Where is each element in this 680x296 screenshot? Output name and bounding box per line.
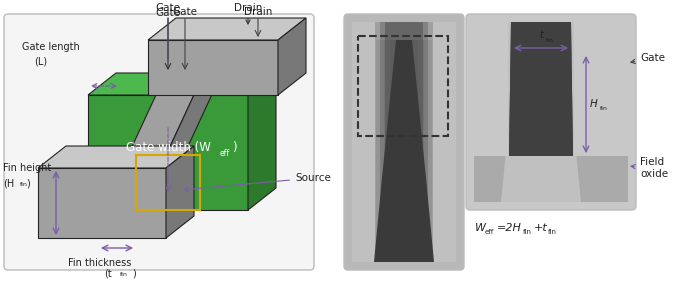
Text: (L): (L) xyxy=(34,56,47,66)
FancyBboxPatch shape xyxy=(344,14,464,270)
Polygon shape xyxy=(474,22,628,202)
Text: =2H: =2H xyxy=(497,223,522,233)
Polygon shape xyxy=(88,73,276,95)
Polygon shape xyxy=(136,60,228,220)
Polygon shape xyxy=(352,22,456,262)
Polygon shape xyxy=(166,146,194,238)
Polygon shape xyxy=(162,60,228,82)
Text: W: W xyxy=(475,223,486,233)
Polygon shape xyxy=(38,146,194,168)
Polygon shape xyxy=(38,168,166,238)
Text: ): ) xyxy=(132,268,136,278)
Polygon shape xyxy=(474,151,506,202)
Polygon shape xyxy=(248,73,276,210)
FancyBboxPatch shape xyxy=(466,14,636,210)
Text: fin: fin xyxy=(523,229,532,235)
Polygon shape xyxy=(380,22,428,262)
Text: t: t xyxy=(539,30,543,40)
Text: fin: fin xyxy=(548,229,557,235)
Text: Gate length: Gate length xyxy=(22,42,80,52)
Text: (t: (t xyxy=(104,268,112,278)
Polygon shape xyxy=(509,24,573,156)
Text: Fin thickness: Fin thickness xyxy=(68,258,132,268)
Text: Gate: Gate xyxy=(631,53,665,63)
Text: Gate width (W: Gate width (W xyxy=(126,141,210,155)
Text: fin: fin xyxy=(600,105,608,110)
Text: fin: fin xyxy=(20,182,28,187)
Text: ): ) xyxy=(26,178,30,188)
Text: fin: fin xyxy=(120,272,128,277)
Polygon shape xyxy=(148,18,306,40)
Text: Drain: Drain xyxy=(244,7,272,17)
Polygon shape xyxy=(376,40,432,262)
Polygon shape xyxy=(576,151,628,202)
Polygon shape xyxy=(98,82,200,220)
Polygon shape xyxy=(148,40,278,95)
Text: Fin height: Fin height xyxy=(3,163,51,173)
Polygon shape xyxy=(374,40,434,262)
Polygon shape xyxy=(162,60,228,82)
FancyBboxPatch shape xyxy=(4,14,314,270)
Polygon shape xyxy=(384,40,424,262)
Polygon shape xyxy=(88,95,248,210)
Text: Drain: Drain xyxy=(234,3,262,24)
Text: Gate: Gate xyxy=(156,8,180,18)
Text: +t: +t xyxy=(534,223,548,233)
Text: Field
oxide: Field oxide xyxy=(631,157,668,179)
Text: fin: fin xyxy=(546,38,554,43)
Polygon shape xyxy=(98,82,200,220)
Text: eff: eff xyxy=(220,149,230,157)
Text: (H: (H xyxy=(3,178,14,188)
Polygon shape xyxy=(509,22,573,156)
Polygon shape xyxy=(390,40,418,262)
Polygon shape xyxy=(136,60,228,220)
Text: Gate: Gate xyxy=(156,3,180,59)
Polygon shape xyxy=(375,22,433,262)
Polygon shape xyxy=(278,18,306,95)
Text: Source: Source xyxy=(184,173,331,191)
Polygon shape xyxy=(385,22,423,262)
Polygon shape xyxy=(474,22,628,156)
Text: ): ) xyxy=(232,141,237,155)
Text: H: H xyxy=(590,99,598,109)
Text: Gate: Gate xyxy=(173,7,197,17)
Text: eff: eff xyxy=(485,229,494,235)
